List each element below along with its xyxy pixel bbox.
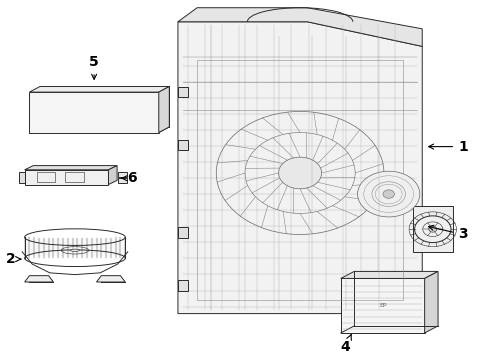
Polygon shape [159,86,170,132]
Circle shape [358,171,420,217]
Text: 5: 5 [89,55,99,79]
Polygon shape [341,278,425,333]
Polygon shape [29,127,170,132]
Polygon shape [413,206,453,252]
Polygon shape [29,92,159,132]
Bar [37,172,55,182]
Bar [65,172,84,182]
Polygon shape [341,271,438,278]
Polygon shape [19,172,24,183]
Polygon shape [118,179,127,183]
Polygon shape [24,166,117,170]
Circle shape [383,190,394,198]
Ellipse shape [71,249,79,252]
Polygon shape [24,239,125,256]
Circle shape [429,226,437,232]
Text: 6: 6 [122,171,137,185]
Polygon shape [24,170,108,185]
Polygon shape [118,172,127,177]
Polygon shape [97,276,125,282]
Circle shape [415,216,451,243]
Polygon shape [425,271,438,333]
Polygon shape [178,87,188,97]
Text: 4: 4 [341,334,351,354]
Polygon shape [178,22,422,314]
Polygon shape [178,8,422,46]
Polygon shape [24,276,53,282]
Polygon shape [108,166,117,185]
Polygon shape [29,86,170,92]
Text: EP: EP [379,303,387,308]
Text: 2: 2 [5,252,21,266]
Circle shape [278,157,321,189]
Text: 3: 3 [429,225,468,242]
Text: 1: 1 [429,140,468,154]
Polygon shape [178,228,188,238]
Polygon shape [178,280,188,291]
Polygon shape [178,140,188,150]
